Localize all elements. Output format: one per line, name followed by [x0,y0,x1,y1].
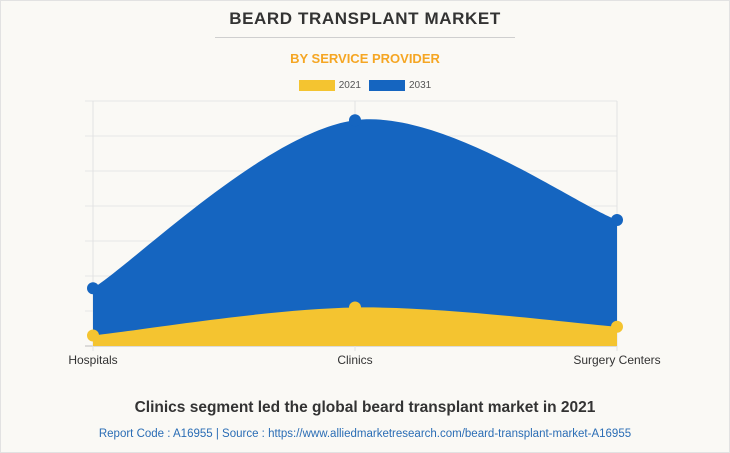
x-tick-label: Clinics [337,353,372,367]
legend-label-2021: 2021 [338,80,361,91]
data-point-2021-hospitals [87,329,99,342]
chart-caption: Clinics segment led the global beard tra… [134,399,596,416]
legend-swatch-2031 [369,80,405,91]
legend-swatch-2021 [298,80,335,91]
legend-item-2021[interactable]: 2021 [298,80,361,91]
data-point-2021-clinics [349,301,361,314]
data-point-2021-surgery-centers [611,320,623,333]
series-areas [93,119,617,346]
x-tick-label: Surgery Centers [573,353,660,367]
title-divider [215,37,515,38]
legend-item-2031[interactable]: 2031 [369,80,431,91]
series-points [87,114,623,342]
area-series-2021 [93,307,617,346]
area-series-2031 [93,119,617,346]
chart-title: BEARD TRANSPLANT MARKET [229,9,501,28]
data-point-2031-surgery-centers [611,214,623,226]
chart-subtitle: BY SERVICE PROVIDER [290,51,440,66]
data-point-2031-hospitals [87,282,99,295]
x-axis-labels: Hospitals Clinics Surgery Centers [68,353,660,367]
legend: 2021 2031 [0,80,730,91]
data-point-2031-clinics [349,114,361,127]
source-line[interactable]: Report Code : A16955 | Source : https://… [98,428,632,440]
x-tick-label: Hospitals [68,353,117,367]
legend-label-2031: 2031 [409,80,432,91]
